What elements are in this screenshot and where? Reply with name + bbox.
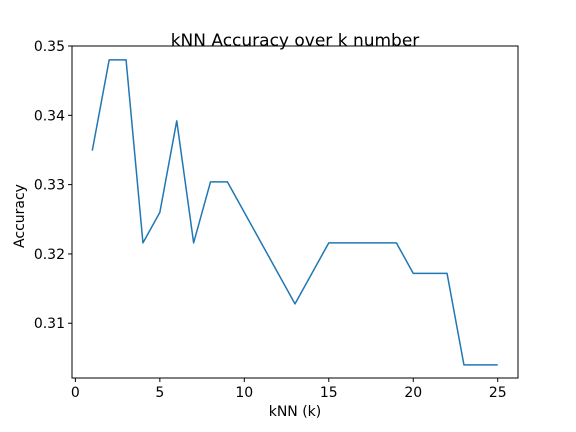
y-tick-label: 0.34 <box>34 108 65 124</box>
x-tick-label: 10 <box>235 385 253 401</box>
x-tick-label: 0 <box>71 385 80 401</box>
y-tick-label: 0.33 <box>34 178 65 194</box>
chart-title: kNN Accuracy over k number <box>171 31 420 51</box>
series-line <box>91 59 498 366</box>
plot-frame <box>71 45 519 379</box>
axes-layer: 0 5 10 15 20 25 0.31 0.32 0.33 0.34 0.35 <box>34 39 519 401</box>
y-axis-title: Accuracy <box>12 184 28 248</box>
y-tick-label: 0.35 <box>34 39 65 55</box>
y-tick-label: 0.31 <box>34 316 65 332</box>
x-tick-label: 20 <box>404 385 422 401</box>
y-tick-label: 0.32 <box>34 247 65 263</box>
x-tick-label: 15 <box>320 385 338 401</box>
x-tick-label: 25 <box>489 385 507 401</box>
plot-layer <box>91 59 498 366</box>
x-tick-label: 5 <box>155 385 164 401</box>
x-axis-title: kNN (k) <box>269 404 322 420</box>
